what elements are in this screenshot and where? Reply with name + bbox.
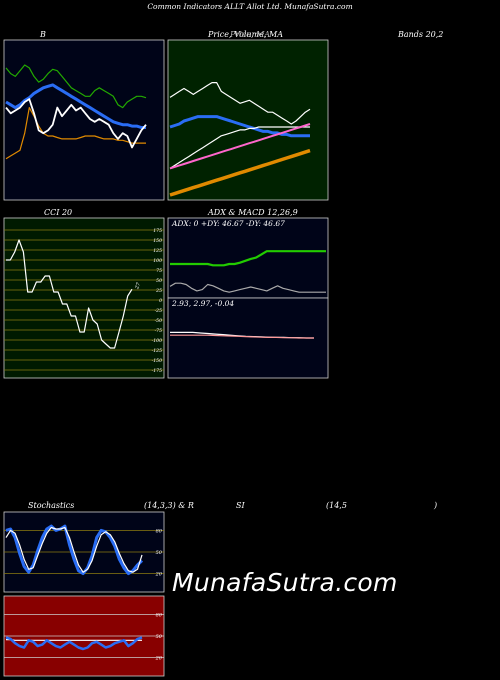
bollinger_bands-series-middle	[5, 83, 146, 129]
ma-title-overlap: Price, MA	[230, 30, 271, 39]
stochastics-tick-label: 80	[156, 528, 163, 534]
stochastics-series-d	[5, 526, 143, 573]
bollinger_bands-series-lower	[5, 106, 146, 160]
bb-title-right: Bands 20,2	[398, 30, 444, 39]
bollinger_bands-series-upper	[5, 64, 147, 109]
cci-tick-label: 25	[155, 288, 162, 294]
rsi-title: SI	[236, 501, 245, 510]
cci-tick-label: -125	[152, 348, 162, 354]
stochastics-tick-label: 20	[155, 572, 163, 578]
cci-tick-label: -150	[152, 358, 162, 364]
bb-title: B	[40, 30, 46, 39]
cci-panel: 175 150 125 100 75 50 25 0 -25 -50 -75 -100 -125 -150…	[3, 217, 165, 379]
cci-tick-label: 0	[159, 298, 162, 304]
stochastics-tick-label: 50	[156, 550, 163, 556]
price_volume_ma-series-ma_b	[169, 126, 310, 169]
adx-title: ADX & MACD 12,26,9	[208, 208, 298, 217]
adx-series-di	[169, 282, 326, 293]
cci-tick-label: -50	[155, 318, 162, 324]
ma-title: Price, Volume, MA	[208, 30, 284, 39]
bollinger-bands-panel	[3, 39, 165, 201]
cci-tick-label: -100	[152, 338, 162, 344]
adx-series-adx	[170, 250, 326, 267]
cci-tick-label: 75	[156, 268, 162, 274]
cci-series-0	[6, 239, 133, 349]
rsi-params: (14,5	[326, 501, 347, 510]
rsi-params-close: )	[434, 501, 438, 510]
cci-tick-label: -25	[155, 308, 162, 314]
cci-tick-label: 125	[153, 248, 162, 254]
price_volume_ma-series-ma_a	[169, 115, 310, 138]
cci-tick-label: 50	[156, 278, 162, 284]
adx-background	[167, 217, 329, 299]
cci-last-value-label: 27	[134, 281, 142, 291]
macd-series-signal	[170, 334, 314, 339]
rsi-tick-label: 50	[156, 634, 163, 640]
stoch-params: (14,3,3) & R	[144, 501, 194, 510]
price_volume_ma-series-price	[169, 81, 311, 125]
price-ma-panel	[167, 39, 329, 201]
cci-title: CCI 20	[44, 208, 73, 217]
macd-panel	[167, 297, 329, 379]
adx-panel	[167, 217, 329, 299]
price_volume_ma-series-ma_c	[169, 123, 311, 170]
adx-readout: ADX: 0 +DY: 46.67 -DY: 46.67	[172, 219, 285, 228]
rsi-panel: 80 50 20	[3, 595, 165, 677]
price_volume_ma-series-ma_d	[169, 148, 311, 197]
cci-tick-label: -75	[155, 328, 162, 334]
cci-tick-label: -175	[152, 368, 162, 374]
stochastics-series-k	[5, 524, 144, 576]
rsi-tick-label: 80	[156, 612, 163, 618]
watermark: MunafaSutra.com	[172, 568, 398, 597]
macd-readout: 2.93, 2.97, -0.04	[172, 299, 235, 308]
page-title: Common Indicators ALLT Allot Ltd. Munafa…	[147, 2, 353, 11]
bollinger_bands-series-price	[5, 98, 147, 149]
ma-background	[167, 39, 329, 201]
cci-tick-label: 175	[153, 228, 162, 234]
rsi-series-rsi_smooth	[5, 636, 143, 651]
cci-tick-label: 100	[153, 258, 162, 264]
bb-background	[3, 39, 165, 201]
cci-tick-label: 150	[153, 238, 162, 244]
stoch-title: Stochastics	[28, 501, 75, 510]
stochastics-panel: 80 50 20	[3, 511, 165, 593]
rsi-tick-label: 20	[155, 656, 163, 662]
cci-background	[3, 217, 165, 379]
